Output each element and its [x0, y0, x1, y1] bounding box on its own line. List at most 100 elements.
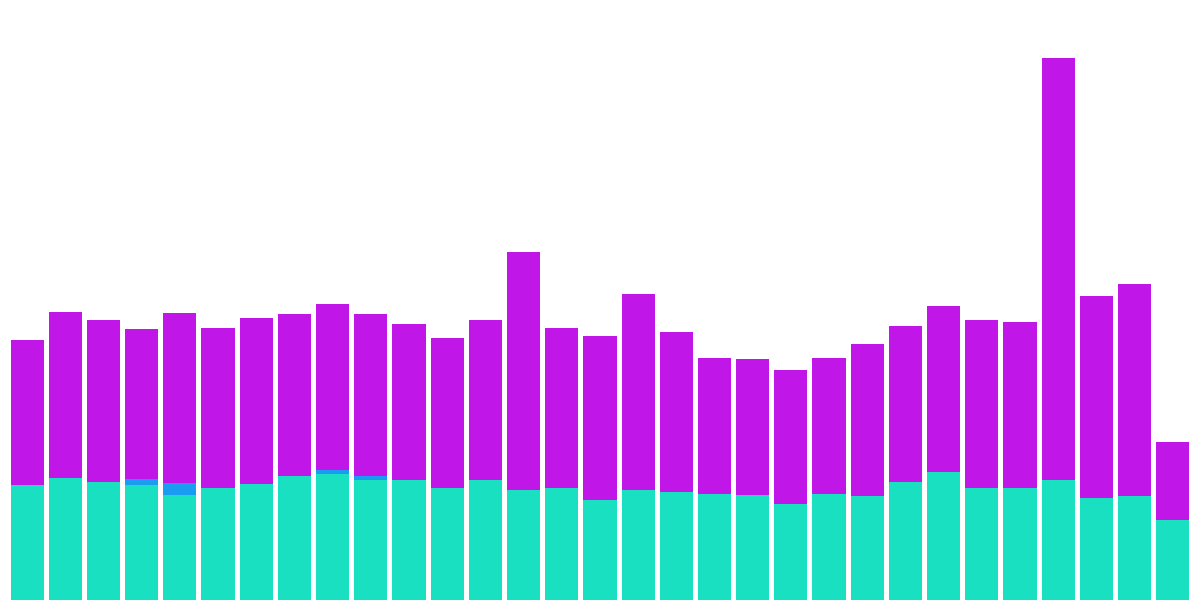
bar-segment-top — [774, 370, 807, 504]
bar-group — [278, 0, 311, 600]
bar-stack — [354, 314, 387, 600]
bar-segment-top — [240, 318, 273, 484]
bar-group — [1003, 0, 1036, 600]
bar-segment-bottom — [469, 480, 502, 600]
bar-segment-middle — [163, 483, 196, 495]
bar-stack — [49, 312, 82, 600]
bar-segment-bottom — [545, 488, 578, 600]
bar-stack — [1003, 322, 1036, 600]
bar-segment-bottom — [125, 485, 158, 600]
bar-segment-top — [163, 313, 196, 483]
bar-group — [1156, 0, 1189, 600]
bar-stack — [316, 304, 349, 600]
bar-group — [240, 0, 273, 600]
bar-group — [1118, 0, 1151, 600]
bar-segment-top — [927, 306, 960, 472]
bar-group — [889, 0, 922, 600]
bar-segment-top — [622, 294, 655, 490]
bar-segment-top — [545, 328, 578, 488]
bar-segment-top — [354, 314, 387, 476]
bar-segment-top — [1003, 322, 1036, 488]
bar-segment-top — [392, 324, 425, 480]
bar-stack — [812, 358, 845, 600]
bar-segment-bottom — [354, 480, 387, 600]
bar-group — [49, 0, 82, 600]
bar-stack — [1080, 296, 1113, 600]
bar-segment-bottom — [163, 495, 196, 600]
bar-group — [125, 0, 158, 600]
bar-stack — [774, 370, 807, 600]
bar-segment-bottom — [1080, 498, 1113, 600]
bar-group — [698, 0, 731, 600]
bar-stack — [469, 320, 502, 600]
bar-group — [622, 0, 655, 600]
bar-segment-bottom — [774, 504, 807, 600]
bar-group — [774, 0, 807, 600]
bar-segment-bottom — [1042, 480, 1075, 600]
bar-stack — [278, 314, 311, 600]
bar-group — [812, 0, 845, 600]
bar-stack — [240, 318, 273, 600]
bar-stack — [431, 338, 464, 600]
bar-stack — [201, 328, 234, 600]
bar-stack — [622, 294, 655, 600]
bar-segment-top — [469, 320, 502, 480]
bar-segment-bottom — [507, 490, 540, 600]
bar-segment-top — [736, 359, 769, 495]
bar-segment-top — [11, 340, 44, 485]
bar-stack — [583, 336, 616, 600]
bar-stack — [1118, 284, 1151, 600]
bar-group — [11, 0, 44, 600]
bar-segment-bottom — [736, 495, 769, 600]
bar-segment-bottom — [889, 482, 922, 600]
bar-stack — [392, 324, 425, 600]
bar-segment-bottom — [278, 476, 311, 600]
bar-segment-top — [1042, 58, 1075, 480]
stacked-bar-chart — [0, 0, 1200, 600]
bar-group — [1042, 0, 1075, 600]
bar-segment-top — [49, 312, 82, 478]
bar-segment-bottom — [1118, 496, 1151, 600]
bar-group — [851, 0, 884, 600]
bar-segment-bottom — [660, 492, 693, 600]
bar-segment-bottom — [240, 484, 273, 600]
bar-segment-bottom — [431, 488, 464, 600]
bar-stack — [927, 306, 960, 600]
bars-area — [0, 0, 1200, 600]
bar-stack — [736, 359, 769, 600]
bar-segment-top — [851, 344, 884, 496]
bar-segment-top — [812, 358, 845, 494]
bar-group — [660, 0, 693, 600]
bar-stack — [889, 326, 922, 600]
bar-segment-bottom — [87, 482, 120, 600]
bar-stack — [1042, 58, 1075, 600]
bar-segment-bottom — [1156, 520, 1189, 600]
bar-segment-bottom — [812, 494, 845, 600]
bar-segment-top — [278, 314, 311, 476]
bar-segment-top — [201, 328, 234, 488]
bar-group — [545, 0, 578, 600]
bar-segment-top — [660, 332, 693, 492]
bar-stack — [851, 344, 884, 600]
bar-group — [431, 0, 464, 600]
bar-stack — [125, 329, 158, 600]
bar-group — [583, 0, 616, 600]
bar-segment-top — [1118, 284, 1151, 496]
bar-group — [736, 0, 769, 600]
bar-segment-bottom — [1003, 488, 1036, 600]
bar-segment-bottom — [965, 488, 998, 600]
bar-segment-bottom — [49, 478, 82, 600]
bar-segment-top — [431, 338, 464, 488]
bar-group — [507, 0, 540, 600]
bar-segment-bottom — [927, 472, 960, 600]
bar-stack — [545, 328, 578, 600]
bar-segment-top — [507, 252, 540, 490]
bar-segment-bottom — [698, 494, 731, 600]
bar-segment-bottom — [201, 488, 234, 600]
bar-segment-top — [87, 320, 120, 482]
bar-segment-top — [1156, 442, 1189, 520]
bar-segment-bottom — [622, 490, 655, 600]
bar-stack — [698, 358, 731, 600]
bar-segment-bottom — [11, 485, 44, 600]
bar-group — [927, 0, 960, 600]
